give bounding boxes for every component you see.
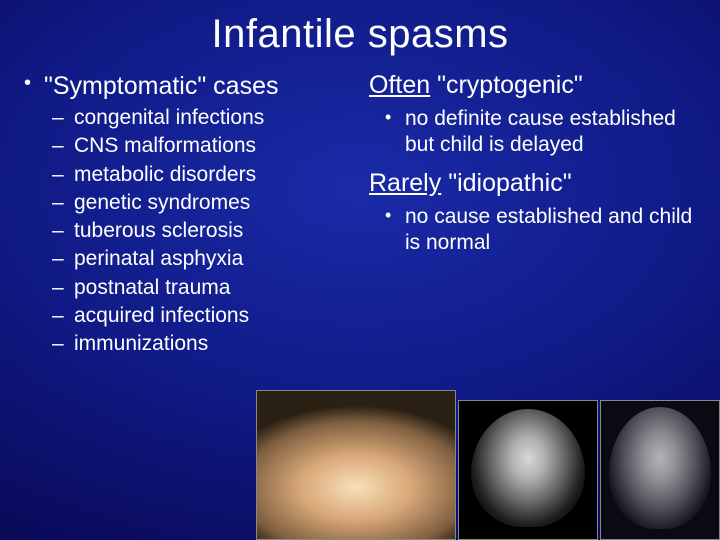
dash-icon: –	[52, 105, 74, 131]
heading-rest: "cryptogenic"	[430, 71, 583, 99]
right-bullet-2: • no cause established and child is norm…	[385, 204, 696, 257]
list-item: – metabolic disorders	[52, 162, 351, 188]
dash-icon: –	[52, 303, 74, 329]
right-heading-1: Often "cryptogenic"	[369, 71, 696, 100]
dash-icon: –	[52, 162, 74, 188]
list-item: – tuberous sclerosis	[52, 218, 351, 244]
image-placeholder	[600, 400, 720, 540]
dash-icon: –	[52, 246, 74, 272]
list-item: – immunizations	[52, 331, 351, 357]
sub-text: genetic syndromes	[74, 190, 250, 216]
right-heading-2: Rarely "idiopathic"	[369, 169, 696, 198]
sub-text: metabolic disorders	[74, 162, 256, 188]
dash-icon: –	[52, 331, 74, 357]
bullet-icon: •	[385, 106, 405, 129]
left-bullet: • "Symptomatic" cases	[24, 71, 351, 101]
list-item: – postnatal trauma	[52, 275, 351, 301]
bullet-icon: •	[385, 204, 405, 227]
sub-text: tuberous sclerosis	[74, 218, 243, 244]
image-placeholder	[256, 390, 456, 540]
heading-rest: "idiopathic"	[441, 169, 571, 197]
sub-text: perinatal asphyxia	[74, 246, 243, 272]
sub-text: immunizations	[74, 331, 208, 357]
bullet-icon: •	[24, 71, 44, 95]
dash-icon: –	[52, 218, 74, 244]
heading-underlined: Often	[369, 71, 430, 99]
list-item: – CNS malformations	[52, 133, 351, 159]
image-strip	[256, 390, 720, 540]
list-item: – acquired infections	[52, 303, 351, 329]
slide-title: Infantile spasms	[24, 12, 696, 57]
left-bullet-text: "Symptomatic" cases	[44, 71, 279, 101]
right-bullet-text: no definite cause established but child …	[405, 106, 696, 159]
image-placeholder	[458, 400, 598, 540]
dash-icon: –	[52, 190, 74, 216]
left-sublist: – congenital infections – CNS malformati…	[52, 105, 351, 357]
sub-text: CNS malformations	[74, 133, 256, 159]
slide: Infantile spasms • "Symptomatic" cases –…	[0, 0, 720, 540]
heading-underlined: Rarely	[369, 169, 441, 197]
sub-text: postnatal trauma	[74, 275, 230, 301]
list-item: – genetic syndromes	[52, 190, 351, 216]
sub-text: acquired infections	[74, 303, 249, 329]
dash-icon: –	[52, 275, 74, 301]
right-bullet-text: no cause established and child is normal	[405, 204, 696, 257]
right-bullet-1: • no definite cause established but chil…	[385, 106, 696, 159]
list-item: – perinatal asphyxia	[52, 246, 351, 272]
sub-text: congenital infections	[74, 105, 264, 131]
dash-icon: –	[52, 133, 74, 159]
list-item: – congenital infections	[52, 105, 351, 131]
